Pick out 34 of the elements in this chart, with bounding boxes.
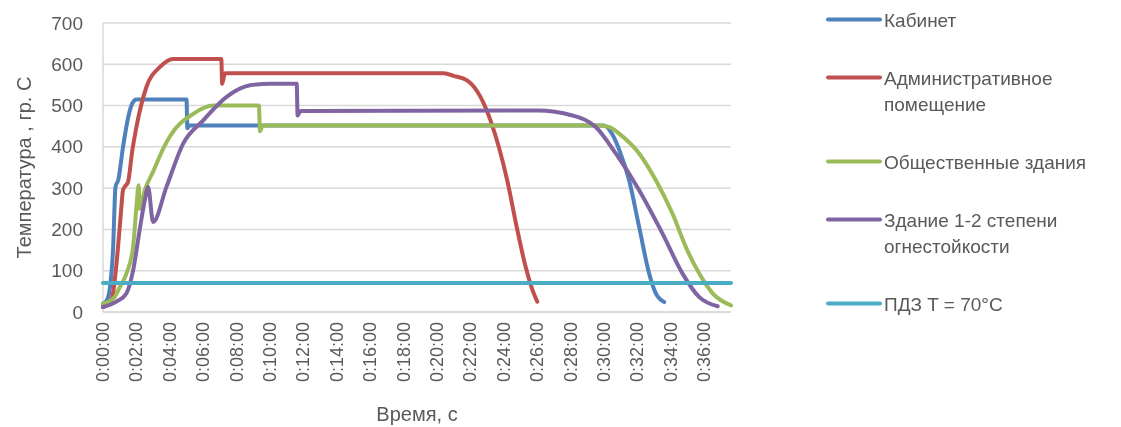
x-tick-label: 0:22:00 xyxy=(460,322,481,383)
legend-label: ПДЗ T = 70°C xyxy=(884,293,1003,314)
legend-label: Здание 1-2 степени огнестойкости xyxy=(884,209,1058,256)
y-tick-label: 0 xyxy=(72,301,83,323)
x-tick-label: 0:10:00 xyxy=(260,322,281,383)
x-tick-label: 0:32:00 xyxy=(627,322,648,383)
y-tick-label: 100 xyxy=(51,260,83,282)
x-tick-label: 0:12:00 xyxy=(293,322,314,383)
y-axis-title: Температура , гр. С xyxy=(13,76,35,259)
y-tick-label: 300 xyxy=(51,177,83,199)
x-tick-label: 0:28:00 xyxy=(560,322,581,383)
x-tick-label: 0:00:00 xyxy=(93,322,113,383)
x-tick-label: 0:06:00 xyxy=(193,322,214,383)
x-tick-label: 0:04:00 xyxy=(159,322,180,383)
x-tick-label: 0:20:00 xyxy=(427,322,448,383)
y-tick-label: 600 xyxy=(51,53,83,75)
legend-label: Административное помещение xyxy=(884,67,1053,114)
legend-label: Общественные здания xyxy=(884,151,1087,172)
x-tick-label: 0:16:00 xyxy=(360,322,381,383)
x-tick-label: 0:36:00 xyxy=(694,322,715,383)
x-tick-label: 0:18:00 xyxy=(393,322,414,383)
y-tick-label: 700 xyxy=(51,12,83,34)
x-tick-label: 0:02:00 xyxy=(126,322,147,383)
y-tick-label: 200 xyxy=(51,218,83,240)
x-tick-label: 0:08:00 xyxy=(226,322,247,383)
x-tick-label: 0:26:00 xyxy=(527,322,548,383)
x-tick-label: 0:24:00 xyxy=(493,322,514,383)
x-tick-label: 0:14:00 xyxy=(326,322,347,383)
y-tick-label: 400 xyxy=(51,136,83,158)
y-tick-label: 500 xyxy=(51,95,83,117)
x-axis-title: Время, с xyxy=(376,403,458,425)
legend-label: Кабинет xyxy=(884,9,957,30)
x-tick-label: 0:30:00 xyxy=(594,322,615,383)
x-tick-label: 0:34:00 xyxy=(660,322,681,383)
